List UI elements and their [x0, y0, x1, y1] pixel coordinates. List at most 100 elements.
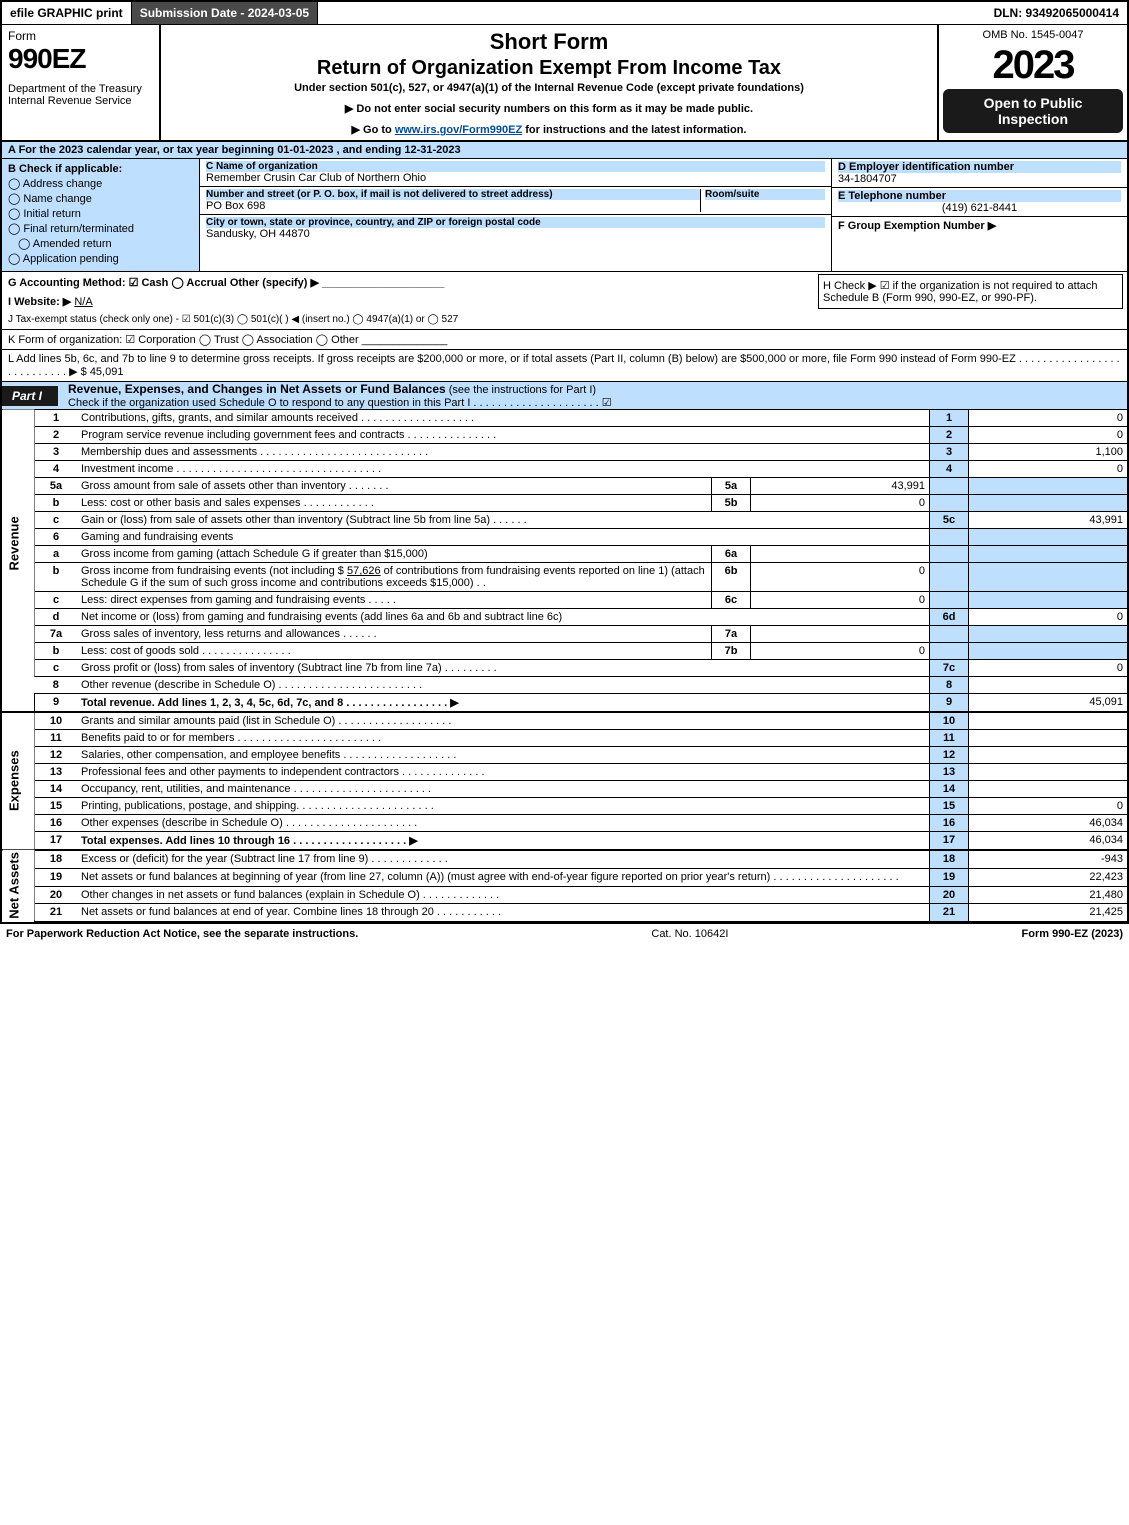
dln: DLN: 93492065000414	[986, 2, 1127, 24]
row-a-calendar-year: A For the 2023 calendar year, or tax yea…	[2, 142, 1127, 159]
line-6b-text1: Gross income from fundraising events (no…	[81, 565, 347, 577]
row-l-amount: 45,091	[90, 366, 124, 378]
rows-g-h-i-j: H Check ▶ ☑ if the organization is not r…	[2, 272, 1127, 330]
line-5b: b Less: cost or other basis and sales ex…	[2, 495, 1127, 512]
line-11: 11Benefits paid to or for members . . . …	[2, 730, 1127, 747]
website-value: N/A	[74, 296, 92, 308]
part-i-sub: (see the instructions for Part I)	[446, 384, 596, 396]
row-g: G Accounting Method: ☑ Cash ◯ Accrual Ot…	[8, 277, 444, 289]
goto-pre: ▶ Go to	[352, 124, 395, 136]
line-14: 14Occupancy, rent, utilities, and mainte…	[2, 781, 1127, 798]
row-k: K Form of organization: ☑ Corporation ◯ …	[2, 330, 1127, 350]
line-17-desc: Total expenses. Add lines 10 through 16 …	[81, 835, 418, 847]
open-to-public-badge: Open to Public Inspection	[943, 89, 1123, 133]
line-3: 3 Membership dues and assessments . . . …	[2, 444, 1127, 461]
line-6d: d Net income or (loss) from gaming and f…	[2, 609, 1127, 626]
line-6b-amount: 57,626	[347, 565, 381, 577]
org-name: Remember Crusin Car Club of Northern Ohi…	[206, 172, 426, 184]
part-i-table: Revenue 1 Contributions, gifts, grants, …	[2, 410, 1127, 922]
row-j: J Tax-exempt status (check only one) - ☑…	[8, 314, 1121, 325]
part-i-title: Revenue, Expenses, and Changes in Net As…	[58, 382, 1127, 409]
box-c-name-label: C Name of organization	[206, 161, 825, 172]
box-b: B Check if applicable: ◯ Address change …	[2, 159, 200, 271]
line-15: 15Printing, publications, postage, and s…	[2, 798, 1127, 815]
chk-name-change[interactable]: ◯ Name change	[8, 192, 193, 205]
line-7c: c Gross profit or (loss) from sales of i…	[2, 660, 1127, 677]
part-i-header: Part I Revenue, Expenses, and Changes in…	[2, 382, 1127, 410]
chk-final-return[interactable]: ◯ Final return/terminated	[8, 222, 193, 235]
line-2: 2 Program service revenue including gove…	[2, 427, 1127, 444]
chk-address-change[interactable]: ◯ Address change	[8, 177, 193, 190]
line-18: Net Assets 18 Excess or (deficit) for th…	[2, 850, 1127, 868]
header-right: OMB No. 1545-0047 2023 Open to Public In…	[937, 25, 1127, 140]
instruct-goto: ▶ Go to www.irs.gov/Form990EZ for instru…	[169, 123, 929, 136]
line-6c: c Less: direct expenses from gaming and …	[2, 592, 1127, 609]
boxes-b-through-f: B Check if applicable: ◯ Address change …	[2, 159, 1127, 272]
box-f-label: F Group Exemption Number ▶	[838, 220, 996, 232]
line-6: 6 Gaming and fundraising events	[2, 529, 1127, 546]
dept-treasury: Department of the Treasury	[8, 83, 153, 95]
form-990ez-page: efile GRAPHIC print Submission Date - 20…	[0, 0, 1129, 924]
return-title: Return of Organization Exempt From Incom…	[169, 57, 929, 80]
catalog-number: Cat. No. 10642I	[651, 928, 728, 940]
line-9-desc: Total revenue. Add lines 1, 2, 3, 4, 5c,…	[81, 697, 459, 709]
short-form-title: Short Form	[169, 29, 929, 55]
line-10: Expenses 10 Grants and similar amounts p…	[2, 712, 1127, 730]
submission-date: Submission Date - 2024-03-05	[132, 2, 318, 24]
line-16: 16Other expenses (describe in Schedule O…	[2, 815, 1127, 832]
phone-value: (419) 621-8441	[838, 202, 1121, 214]
subtitle: Under section 501(c), 527, or 4947(a)(1)…	[169, 82, 929, 94]
omb-number: OMB No. 1545-0047	[943, 29, 1123, 41]
form-word: Form	[8, 29, 153, 43]
line-21: 21Net assets or fund balances at end of …	[2, 904, 1127, 922]
part-i-title-text: Revenue, Expenses, and Changes in Net As…	[68, 382, 446, 396]
line-9: 9 Total revenue. Add lines 1, 2, 3, 4, 5…	[2, 694, 1127, 713]
row-i-label: I Website: ▶	[8, 296, 71, 308]
box-c-street-label: Number and street (or P. O. box, if mail…	[206, 189, 700, 200]
line-13: 13Professional fees and other payments t…	[2, 764, 1127, 781]
irs-link[interactable]: www.irs.gov/Form990EZ	[395, 124, 522, 136]
line-17: 17Total expenses. Add lines 10 through 1…	[2, 832, 1127, 851]
form-footer-id: Form 990-EZ (2023)	[1022, 928, 1123, 940]
tax-year: 2023	[943, 45, 1123, 85]
box-c-city-label: City or town, state or province, country…	[206, 217, 825, 228]
line-19: 19Net assets or fund balances at beginni…	[2, 868, 1127, 886]
box-e-label: E Telephone number	[838, 190, 1121, 202]
line-7b: b Less: cost of goods sold . . . . . . .…	[2, 643, 1127, 660]
line-6b: b Gross income from fundraising events (…	[2, 563, 1127, 592]
line-5a: 5a Gross amount from sale of assets othe…	[2, 478, 1127, 495]
row-l: L Add lines 5b, 6c, and 7b to line 9 to …	[2, 350, 1127, 382]
line-20: 20Other changes in net assets or fund ba…	[2, 886, 1127, 904]
sidebar-net-assets: Net Assets	[2, 850, 35, 922]
box-b-title: B Check if applicable:	[8, 163, 122, 175]
instruct-no-ssn: ▶ Do not enter social security numbers o…	[169, 102, 929, 115]
line-4: 4 Investment income . . . . . . . . . . …	[2, 461, 1127, 478]
ein-value: 34-1804707	[838, 173, 897, 185]
part-i-label: Part I	[2, 386, 58, 406]
chk-amended-return[interactable]: ◯ Amended return	[8, 237, 193, 250]
boxes-d-e-f: D Employer identification number 34-1804…	[832, 159, 1127, 271]
org-city: Sandusky, OH 44870	[206, 228, 310, 240]
header-left: Form 990EZ Department of the Treasury In…	[2, 25, 161, 140]
sidebar-expenses: Expenses	[2, 712, 35, 850]
goto-post: for instructions and the latest informat…	[522, 124, 746, 136]
line-5c: c Gain or (loss) from sale of assets oth…	[2, 512, 1127, 529]
box-d-label: D Employer identification number	[838, 161, 1121, 173]
row-l-text: L Add lines 5b, 6c, and 7b to line 9 to …	[8, 353, 1120, 378]
sidebar-revenue: Revenue	[2, 410, 35, 677]
line-7a: 7a Gross sales of inventory, less return…	[2, 626, 1127, 643]
room-suite-label: Room/suite	[705, 189, 825, 200]
irs-label: Internal Revenue Service	[8, 95, 153, 107]
part-i-check-line: Check if the organization used Schedule …	[68, 396, 1127, 409]
page-footer: For Paperwork Reduction Act Notice, see …	[0, 924, 1129, 944]
chk-application-pending[interactable]: ◯ Application pending	[8, 252, 193, 265]
line-12: 12Salaries, other compensation, and empl…	[2, 747, 1127, 764]
header-center: Short Form Return of Organization Exempt…	[161, 25, 937, 140]
topbar: efile GRAPHIC print Submission Date - 20…	[2, 2, 1127, 25]
box-c: C Name of organization Remember Crusin C…	[200, 159, 832, 271]
paperwork-notice: For Paperwork Reduction Act Notice, see …	[6, 928, 358, 940]
line-1: Revenue 1 Contributions, gifts, grants, …	[2, 410, 1127, 427]
form-number: 990EZ	[8, 43, 153, 75]
efile-print: efile GRAPHIC print	[2, 2, 132, 24]
chk-initial-return[interactable]: ◯ Initial return	[8, 207, 193, 220]
